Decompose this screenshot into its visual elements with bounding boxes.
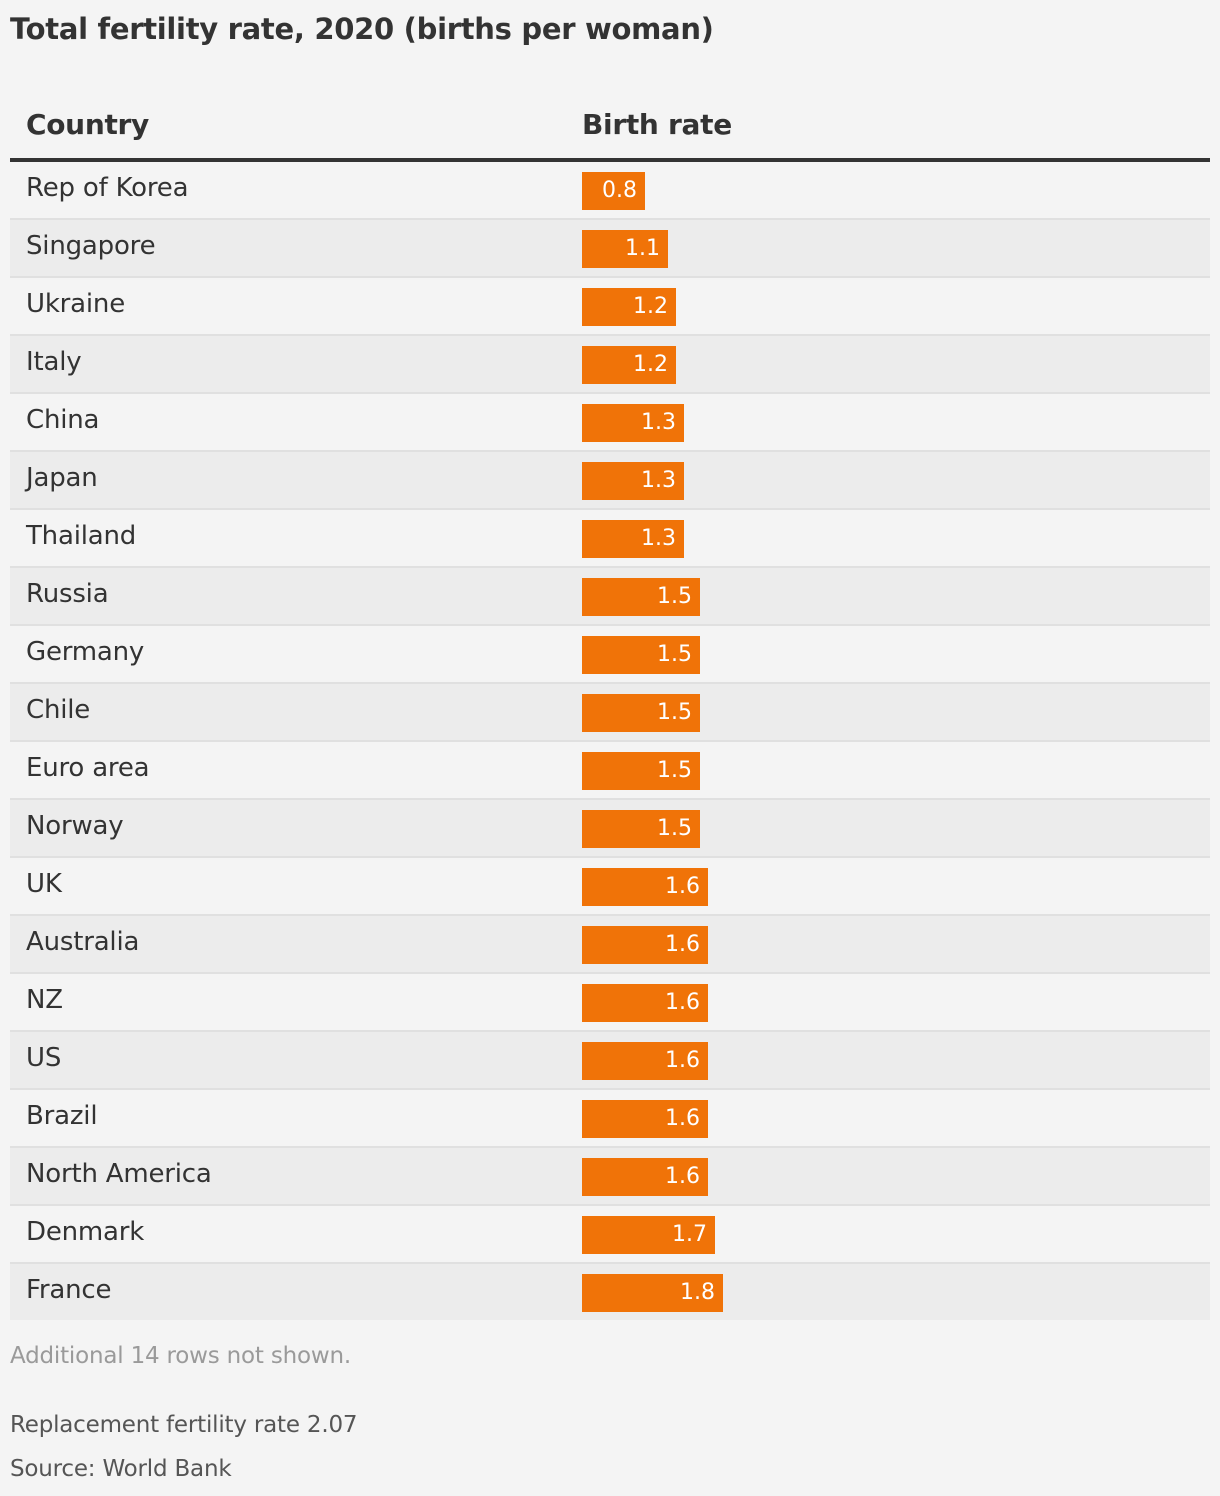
birth-rate-bar: 1.6	[582, 1100, 708, 1138]
bar-value-label: 1.6	[665, 874, 700, 899]
country-label: Germany	[26, 637, 145, 667]
country-label: Brazil	[26, 1101, 98, 1131]
country-label: Euro area	[26, 753, 150, 783]
country-label: Rep of Korea	[26, 173, 189, 203]
birth-rate-bar: 1.5	[582, 752, 700, 790]
birth-rate-bar: 1.3	[582, 520, 684, 558]
birth-rate-bar: 1.5	[582, 694, 700, 732]
table-row: Japan 1.3	[10, 452, 1210, 510]
country-label: Australia	[26, 927, 140, 957]
replacement-rate-note: Replacement fertility rate 2.07	[10, 1412, 358, 1438]
country-label: North America	[26, 1159, 212, 1189]
table-row: Italy 1.2	[10, 336, 1210, 394]
bar-value-label: 1.3	[641, 468, 676, 493]
table-row: North America 1.6	[10, 1148, 1210, 1206]
table-row: Singapore 1.1	[10, 220, 1210, 278]
table-row: China 1.3	[10, 394, 1210, 452]
table-row: Denmark 1.7	[10, 1206, 1210, 1264]
column-header-country[interactable]: Country	[26, 108, 149, 141]
table-row: Ukraine 1.2	[10, 278, 1210, 336]
table-row: NZ 1.6	[10, 974, 1210, 1032]
birth-rate-bar: 1.1	[582, 230, 668, 268]
country-label: Chile	[26, 695, 91, 725]
country-label: UK	[26, 869, 62, 899]
country-label: Norway	[26, 811, 124, 841]
table-row: Chile 1.5	[10, 684, 1210, 742]
country-label: Singapore	[26, 231, 156, 261]
birth-rate-bar: 1.3	[582, 462, 684, 500]
birth-rate-bar: 0.8	[582, 172, 645, 210]
country-label: China	[26, 405, 100, 435]
bar-value-label: 1.1	[625, 236, 660, 261]
bar-value-label: 1.5	[657, 816, 692, 841]
table-header: Country Birth rate	[10, 96, 1210, 162]
bar-value-label: 1.6	[665, 1164, 700, 1189]
country-label: US	[26, 1043, 62, 1073]
table-row: US 1.6	[10, 1032, 1210, 1090]
birth-rate-bar: 1.5	[582, 636, 700, 674]
bar-value-label: 1.5	[657, 758, 692, 783]
bar-value-label: 1.5	[657, 584, 692, 609]
birth-rate-bar: 1.6	[582, 1158, 708, 1196]
fertility-table: Country Birth rate Rep of Korea 0.8 Singap…	[10, 96, 1210, 1320]
country-label: Japan	[26, 463, 98, 493]
table-row: UK 1.6	[10, 858, 1210, 916]
country-label: Ukraine	[26, 289, 126, 319]
birth-rate-bar: 1.8	[582, 1274, 723, 1312]
country-label: Thailand	[26, 521, 137, 551]
birth-rate-bar: 1.6	[582, 868, 708, 906]
country-label: NZ	[26, 985, 63, 1015]
birth-rate-bar: 1.2	[582, 288, 676, 326]
bar-value-label: 1.6	[665, 1048, 700, 1073]
bar-value-label: 1.7	[672, 1222, 707, 1247]
bar-value-label: 1.3	[641, 526, 676, 551]
table-row: Rep of Korea 0.8	[10, 162, 1210, 220]
birth-rate-bar: 1.7	[582, 1216, 715, 1254]
country-label: Russia	[26, 579, 109, 609]
birth-rate-bar: 1.5	[582, 810, 700, 848]
birth-rate-bar: 1.6	[582, 926, 708, 964]
bar-value-label: 1.5	[657, 642, 692, 667]
table-row: Russia 1.5	[10, 568, 1210, 626]
bar-value-label: 1.8	[680, 1280, 715, 1305]
table-row: Thailand 1.3	[10, 510, 1210, 568]
birth-rate-bar: 1.6	[582, 1042, 708, 1080]
bar-value-label: 1.2	[633, 352, 668, 377]
bar-value-label: 1.6	[665, 932, 700, 957]
table-row: Australia 1.6	[10, 916, 1210, 974]
column-header-birth-rate[interactable]: Birth rate	[582, 108, 732, 141]
table-row: Norway 1.5	[10, 800, 1210, 858]
source-note: Source: World Bank	[10, 1456, 232, 1482]
bar-value-label: 1.3	[641, 410, 676, 435]
table-row: Euro area 1.5	[10, 742, 1210, 800]
hidden-rows-note: Additional 14 rows not shown.	[10, 1343, 351, 1369]
bar-value-label: 0.8	[602, 178, 637, 203]
birth-rate-bar: 1.6	[582, 984, 708, 1022]
country-label: Denmark	[26, 1217, 145, 1247]
bar-value-label: 1.6	[665, 1106, 700, 1131]
birth-rate-bar: 1.3	[582, 404, 684, 442]
bar-value-label: 1.5	[657, 700, 692, 725]
bar-value-label: 1.6	[665, 990, 700, 1015]
table-body: Rep of Korea 0.8 Singapore 1.1 Ukraine 1.2 Ita…	[10, 162, 1210, 1320]
table-row: France 1.8	[10, 1264, 1210, 1320]
bar-value-label: 1.2	[633, 294, 668, 319]
chart-title: Total fertility rate, 2020 (births per w…	[10, 12, 714, 46]
table-row: Germany 1.5	[10, 626, 1210, 684]
table-row: Brazil 1.6	[10, 1090, 1210, 1148]
birth-rate-bar: 1.5	[582, 578, 700, 616]
country-label: Italy	[26, 347, 82, 377]
country-label: France	[26, 1275, 112, 1305]
birth-rate-bar: 1.2	[582, 346, 676, 384]
